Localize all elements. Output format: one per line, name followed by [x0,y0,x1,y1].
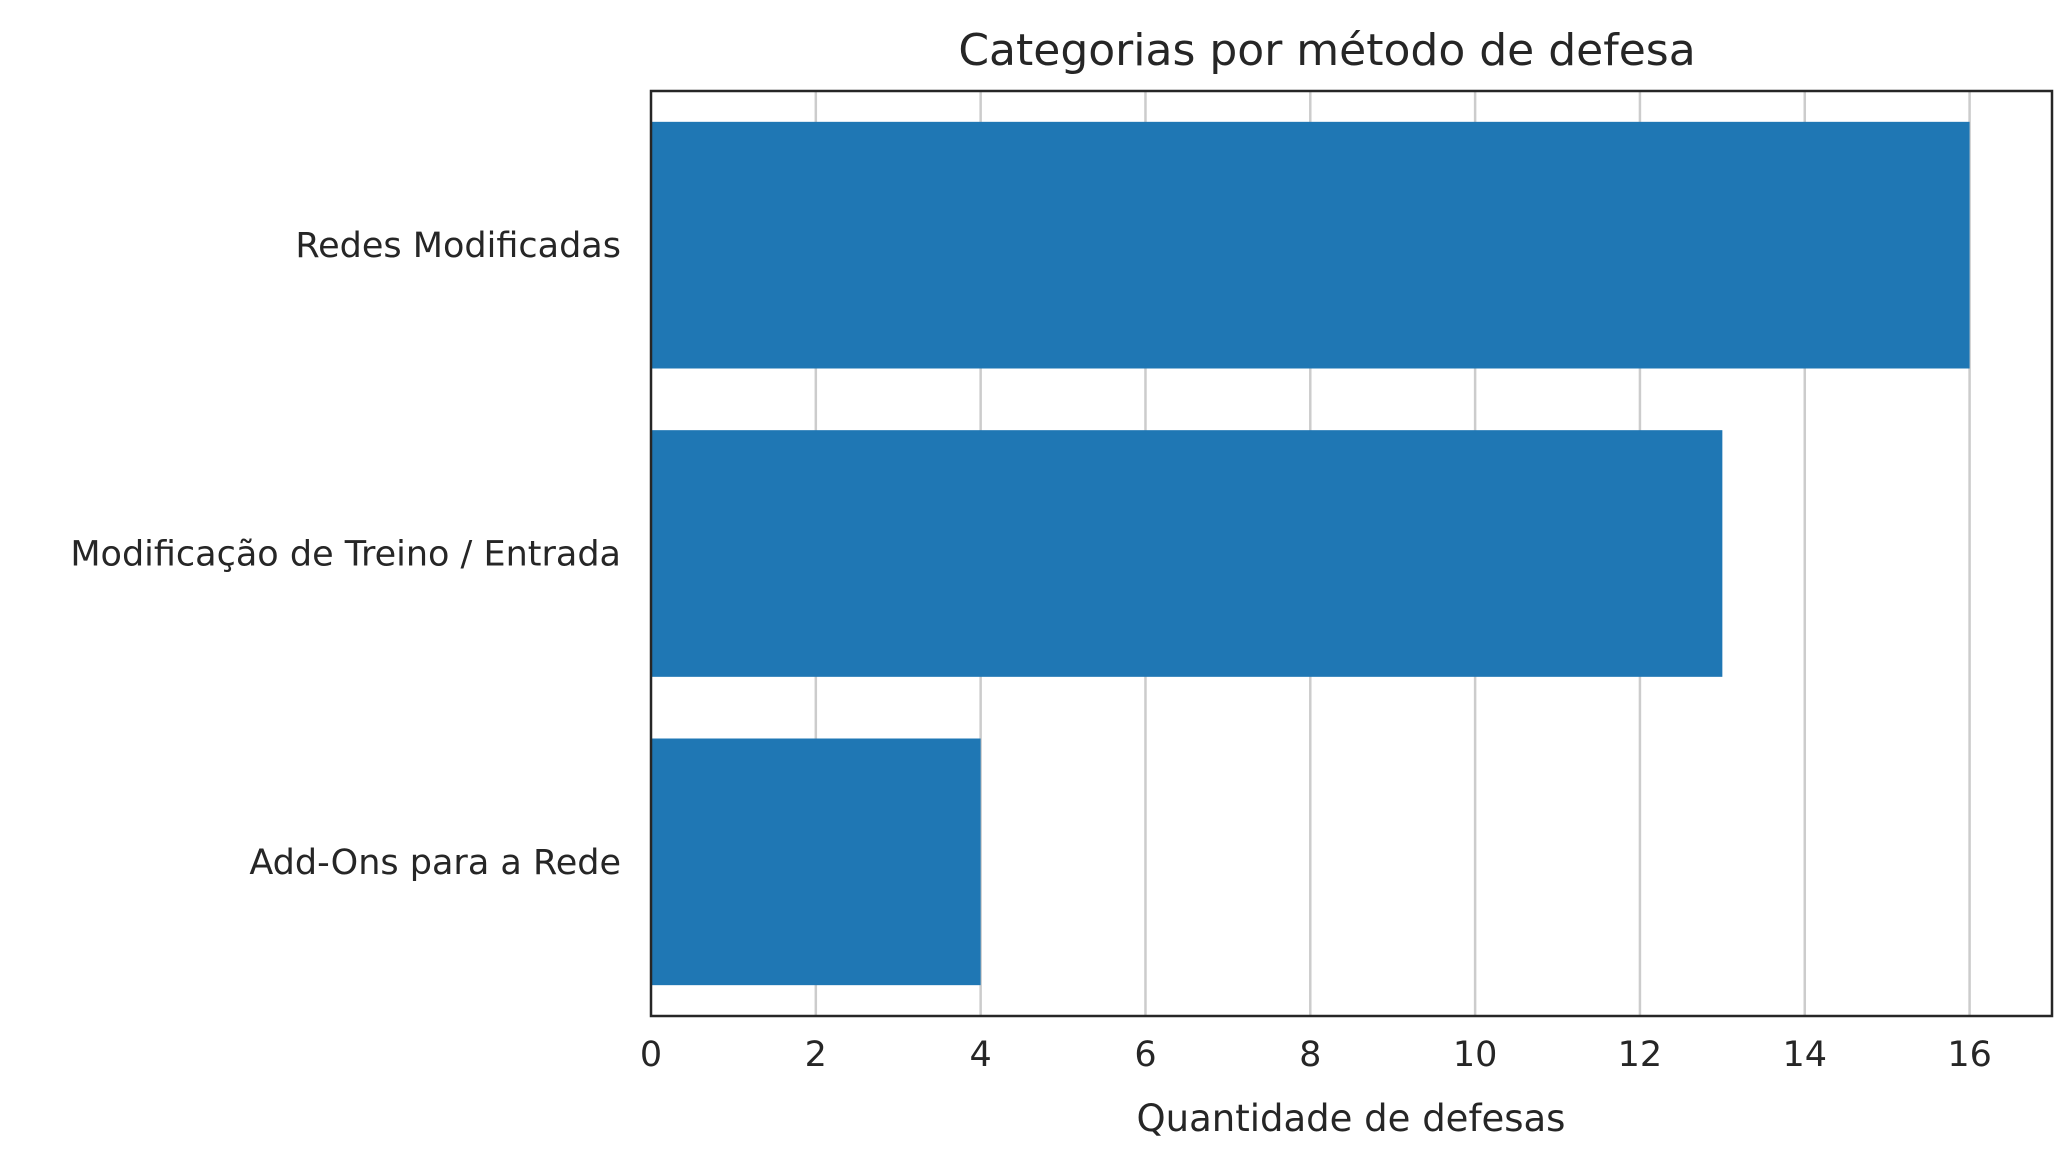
x-axis-label: Quantidade de defesas [1137,1097,1566,1140]
x-tick-label: 14 [1782,1035,1827,1075]
x-tick-label: 4 [970,1035,992,1075]
bar [651,430,1723,677]
x-tick-label: 0 [640,1035,662,1075]
plot-frame [649,89,2054,1018]
x-tick-label: 6 [1134,1035,1156,1075]
x-tick-label: 16 [1947,1035,1992,1075]
x-tick-label: 12 [1618,1035,1663,1075]
x-tick-label: 2 [805,1035,827,1075]
category-label: Add-Ons para a Rede [249,843,621,883]
chart-title: Categorias por método de defesa [958,25,1695,76]
bar [651,121,1970,369]
category-label: Modificação de Treino / Entrada [70,535,621,575]
category-label: Redes Modificadas [295,226,621,266]
bars [651,121,1970,986]
bar [651,738,981,986]
x-tick-label: 10 [1453,1035,1498,1075]
x-tick-labels: 0 2 4 6 8 10 12 14 16 [640,1035,1992,1075]
x-tick-label: 8 [1299,1035,1321,1075]
category-labels: Redes Modificadas Modificação de Treino /… [70,226,621,883]
